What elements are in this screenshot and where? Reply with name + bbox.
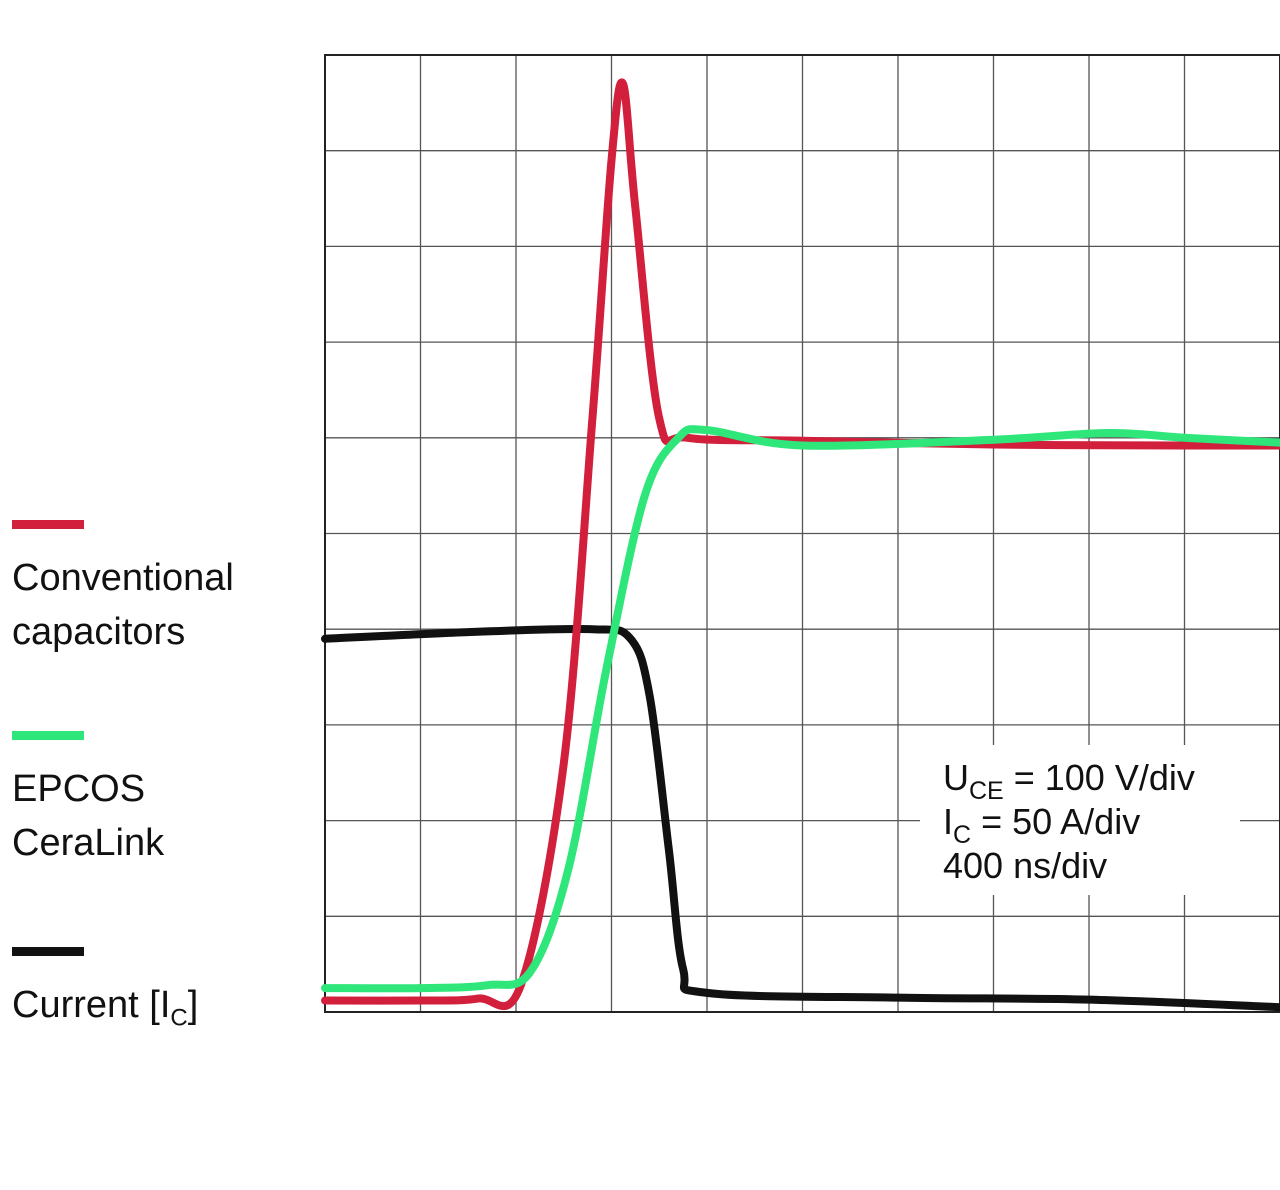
annotation-uce: UCE = 100 V/div [943, 757, 1195, 805]
annotation-time: 400 ns/div [943, 845, 1107, 886]
legend-item-conventional: Conventional capacitors [12, 520, 234, 659]
legend-label-current: Current [IC] [12, 978, 198, 1046]
legend-label-current-end: ] [187, 984, 199, 1026]
legend-item-current: Current [IC] [12, 947, 198, 1046]
annotation-ic: IC = 50 A/div [943, 801, 1140, 849]
series-line-epcos-ceralink [321, 425, 1280, 993]
annotation-ic-sub: C [953, 821, 971, 849]
annotation-uce-text: = 100 V/div [1004, 757, 1195, 798]
legend-item-ceralink: EPCOS CeraLink [12, 731, 164, 870]
annotation-ic-text: = 50 A/div [971, 801, 1140, 842]
annotation-ic-symbol: I [943, 801, 953, 842]
legend-swatch-current [12, 947, 84, 956]
chart-legend: Conventional capacitors EPCOS CeraLink C… [0, 0, 300, 1190]
series-layer [321, 78, 1280, 1012]
series-line-current [321, 624, 1280, 1012]
legend-label-conventional: Conventional capacitors [12, 557, 234, 653]
plot-frame [324, 54, 1280, 1013]
annotation-uce-symbol: U [943, 757, 969, 798]
legend-label-current-main: Current [I [12, 984, 171, 1026]
annotation-uce-sub: CE [969, 777, 1004, 805]
legend-swatch-ceralink [12, 731, 84, 740]
legend-swatch-conventional [12, 520, 84, 529]
legend-label-current-sub: C [170, 1004, 188, 1032]
legend-label-ceralink: EPCOS CeraLink [12, 768, 165, 864]
annotation-background [920, 745, 1240, 895]
